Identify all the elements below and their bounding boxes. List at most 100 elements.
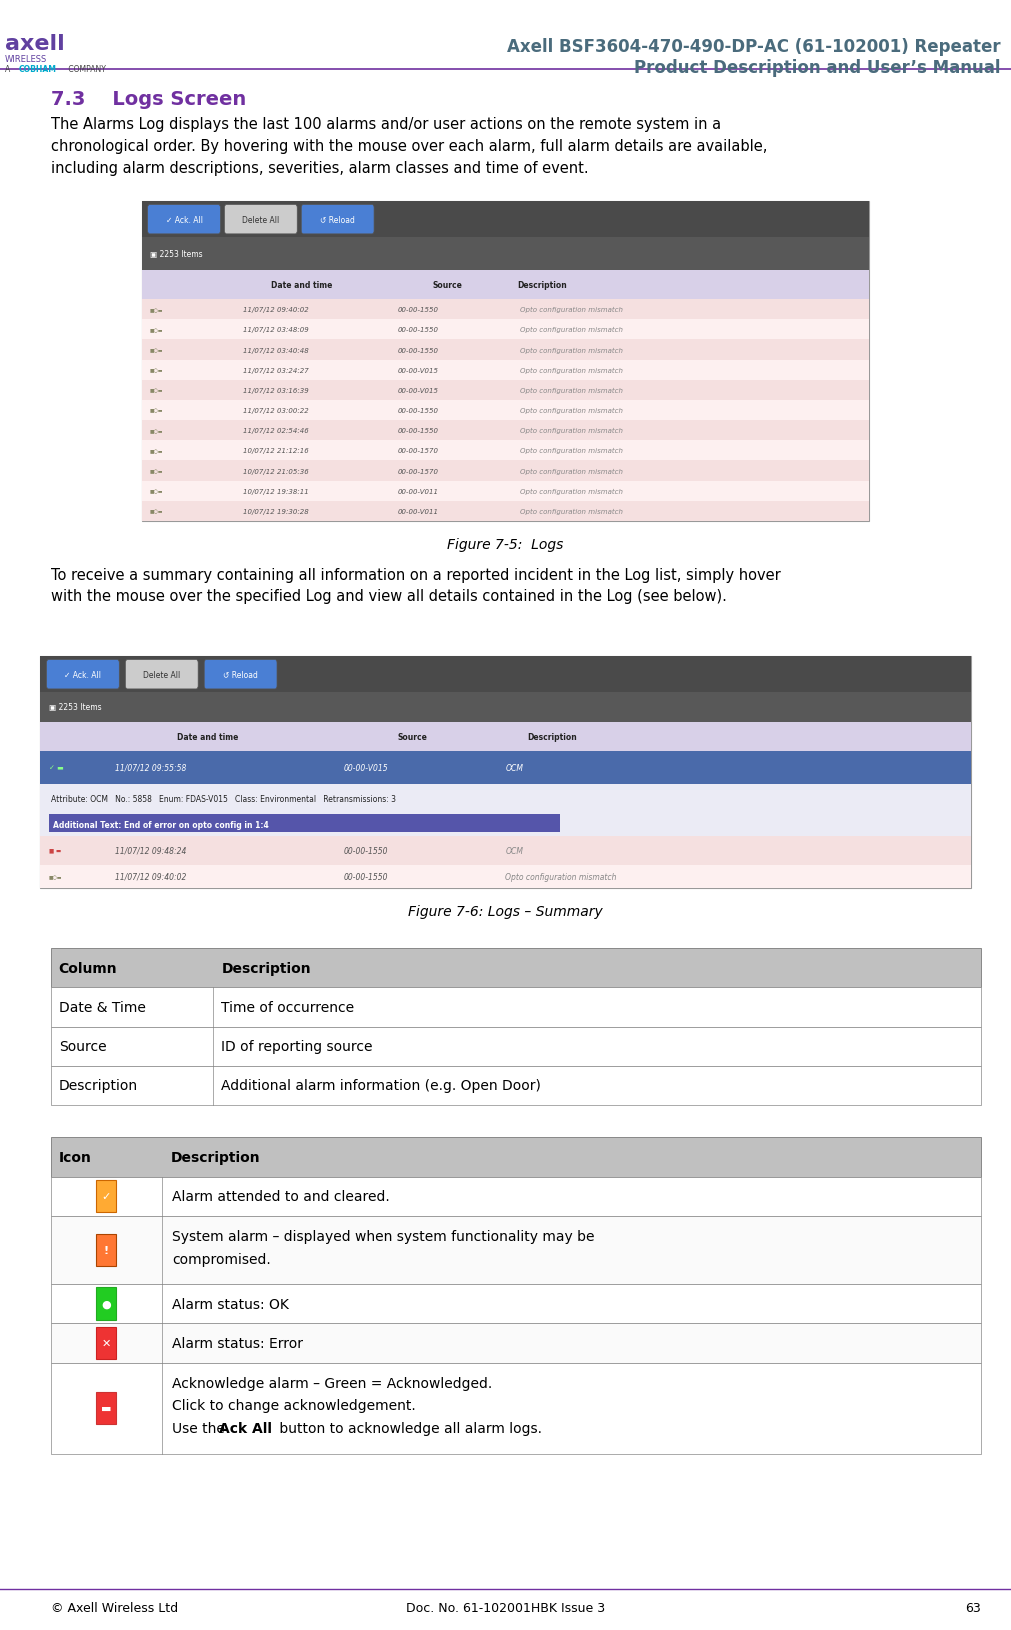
Text: 11/07/12 03:40:48: 11/07/12 03:40:48	[244, 347, 309, 354]
Text: Figure 7-5:  Logs: Figure 7-5: Logs	[447, 538, 564, 553]
Text: 10/07/12 19:38:11: 10/07/12 19:38:11	[244, 489, 309, 494]
Bar	[51, 1066, 981, 1105]
Bar	[40, 657, 971, 693]
Bar	[142, 271, 869, 522]
Text: Additional Text: End of error on opto config in 1:4: Additional Text: End of error on opto co…	[53, 820, 268, 830]
Text: ■○▬: ■○▬	[150, 308, 163, 313]
Text: Date & Time: Date & Time	[59, 1001, 146, 1014]
Text: ▣ 2253 Items: ▣ 2253 Items	[49, 703, 101, 712]
Text: ↺ Reload: ↺ Reload	[223, 670, 258, 680]
Bar	[142, 360, 869, 380]
Text: Opto configuration mismatch: Opto configuration mismatch	[520, 367, 623, 373]
Text: Opto configuration mismatch: Opto configuration mismatch	[520, 427, 623, 434]
Text: System alarm – displayed when system functionality may be: System alarm – displayed when system fun…	[172, 1229, 594, 1244]
Bar	[142, 442, 869, 461]
Text: 11/07/12 09:55:58: 11/07/12 09:55:58	[115, 763, 186, 773]
Bar	[51, 1177, 981, 1216]
Text: Opto configuration mismatch: Opto configuration mismatch	[520, 468, 623, 474]
FancyBboxPatch shape	[148, 205, 220, 235]
Text: 11/07/12 09:48:24: 11/07/12 09:48:24	[115, 846, 186, 856]
Bar	[142, 461, 869, 481]
Text: 00-00-1550: 00-00-1550	[397, 306, 439, 313]
Text: Delete All: Delete All	[144, 670, 180, 680]
Text: WIRELESS: WIRELESS	[5, 55, 48, 65]
Text: ■○▬: ■○▬	[150, 489, 163, 494]
FancyBboxPatch shape	[47, 660, 119, 689]
Text: 00-00-1550: 00-00-1550	[344, 846, 388, 856]
Text: ▬: ▬	[101, 1403, 111, 1413]
Text: Icon: Icon	[59, 1151, 92, 1164]
Text: Figure 7-6: Logs – Summary: Figure 7-6: Logs – Summary	[408, 905, 603, 919]
Text: ✓ ▬: ✓ ▬	[49, 764, 64, 771]
Bar	[142, 401, 869, 421]
Text: 00-00-1570: 00-00-1570	[397, 448, 439, 455]
Text: Description: Description	[170, 1151, 260, 1164]
Text: ■○▬: ■○▬	[49, 874, 62, 880]
Text: 11/07/12 03:00:22: 11/07/12 03:00:22	[244, 408, 309, 414]
Text: ✕: ✕	[102, 1338, 111, 1348]
Text: 11/07/12 09:40:02: 11/07/12 09:40:02	[244, 306, 309, 313]
FancyBboxPatch shape	[125, 660, 198, 689]
Text: OCM: OCM	[506, 846, 524, 856]
Text: compromised.: compromised.	[172, 1252, 271, 1267]
Text: 00-00-1570: 00-00-1570	[397, 468, 439, 474]
Bar	[142, 380, 869, 401]
Text: Alarm attended to and cleared.: Alarm attended to and cleared.	[172, 1190, 390, 1203]
Text: 00-00-1550: 00-00-1550	[397, 347, 439, 354]
Text: Description: Description	[59, 1079, 137, 1092]
Text: 11/07/12 03:16:39: 11/07/12 03:16:39	[244, 388, 309, 393]
Text: 10/07/12 19:30:28: 10/07/12 19:30:28	[244, 509, 309, 515]
Text: Opto configuration mismatch: Opto configuration mismatch	[520, 306, 623, 313]
Text: 7.3    Logs Screen: 7.3 Logs Screen	[51, 90, 246, 109]
Bar	[40, 836, 971, 866]
Bar	[51, 1216, 981, 1284]
Text: ■○▬: ■○▬	[150, 388, 163, 393]
Text: Source: Source	[397, 732, 428, 742]
Text: Description: Description	[527, 732, 577, 742]
Text: ID of reporting source: ID of reporting source	[221, 1040, 373, 1053]
Text: Description: Description	[221, 962, 311, 975]
Bar	[40, 722, 971, 888]
Bar	[40, 751, 971, 784]
Text: ✓ Ack. All: ✓ Ack. All	[166, 215, 202, 225]
Bar	[51, 949, 981, 988]
Text: 00-00-V015: 00-00-V015	[344, 763, 388, 773]
Bar	[40, 693, 971, 722]
Text: COBHAM: COBHAM	[18, 65, 57, 75]
Text: Alarm status: OK: Alarm status: OK	[172, 1297, 289, 1311]
Text: Source: Source	[433, 280, 462, 290]
Text: Description: Description	[517, 280, 567, 290]
Text: Ack All: Ack All	[219, 1421, 272, 1436]
Bar	[51, 988, 981, 1027]
Bar	[49, 815, 560, 833]
Text: Date and time: Date and time	[177, 732, 239, 742]
Text: 00-00-1550: 00-00-1550	[397, 429, 439, 434]
Text: ■○▬: ■○▬	[150, 408, 163, 414]
Text: Additional alarm information (e.g. Open Door): Additional alarm information (e.g. Open …	[221, 1079, 541, 1092]
FancyBboxPatch shape	[224, 205, 297, 235]
Text: 11/07/12 03:48:09: 11/07/12 03:48:09	[244, 328, 309, 333]
Text: 00-00-1550: 00-00-1550	[344, 872, 388, 882]
Bar	[142, 202, 869, 522]
Text: 00-00-V011: 00-00-V011	[397, 489, 439, 494]
Text: 00-00-V011: 00-00-V011	[397, 509, 439, 515]
Bar	[142, 421, 869, 442]
Text: Click to change acknowledgement.: Click to change acknowledgement.	[172, 1399, 416, 1413]
Text: 10/07/12 21:05:36: 10/07/12 21:05:36	[244, 468, 309, 474]
Text: Opto configuration mismatch: Opto configuration mismatch	[520, 408, 623, 414]
Text: ✓: ✓	[102, 1192, 111, 1201]
Bar	[40, 866, 971, 888]
Text: OCM: OCM	[506, 763, 524, 773]
Text: Use the: Use the	[172, 1421, 229, 1436]
Text: Time of occurrence: Time of occurrence	[221, 1001, 355, 1014]
Bar	[96, 1234, 116, 1267]
Bar	[96, 1392, 116, 1425]
Text: ■○▬: ■○▬	[150, 429, 163, 434]
Bar	[142, 481, 869, 502]
Bar	[51, 1027, 981, 1066]
Text: Opto configuration mismatch: Opto configuration mismatch	[520, 489, 623, 494]
Text: Date and time: Date and time	[271, 280, 333, 290]
Text: Opto configuration mismatch: Opto configuration mismatch	[520, 388, 623, 394]
Bar	[40, 784, 971, 836]
Text: ✓ Ack. All: ✓ Ack. All	[65, 670, 101, 680]
